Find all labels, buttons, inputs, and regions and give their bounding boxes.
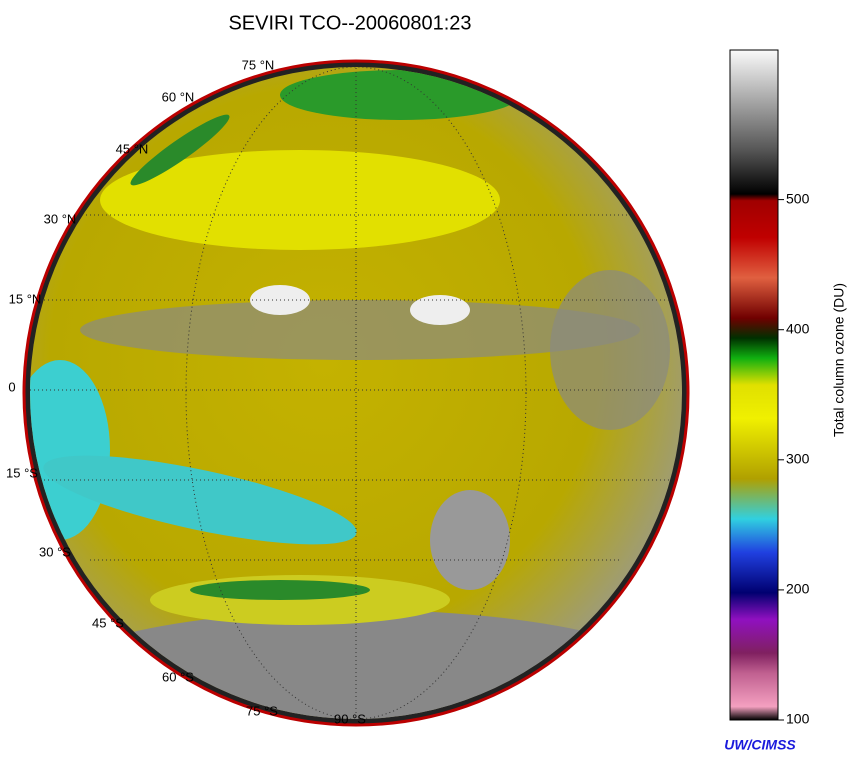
colorbar-tick-label: 200: [786, 581, 810, 597]
latitude-label: 75 °S: [246, 703, 278, 718]
latitude-label: 0: [8, 379, 15, 394]
title: SEVIRI TCO--20060801:23: [228, 12, 471, 34]
colorbar-tick-label: 400: [786, 320, 810, 336]
latitude-label: 15 °S: [6, 465, 38, 480]
latitude-label: 75 °N: [242, 57, 275, 72]
latitude-label: 15 °N: [9, 291, 42, 306]
latitude-label: 60 °S: [162, 669, 194, 684]
latitude-label: 45 °N: [116, 141, 149, 156]
latitude-label: 30 °N: [44, 211, 77, 226]
latitude-label: 90 °S: [334, 711, 366, 726]
latitude-label: 30 °S: [39, 544, 71, 559]
credit: UW/CIMSS: [724, 737, 796, 753]
colorbar-tick-label: 300: [786, 451, 810, 467]
globe: [22, 59, 690, 727]
colorbar-label: Total column ozone (DU): [831, 283, 847, 437]
latitude-label: 60 °N: [162, 89, 195, 104]
colorbar-tick-label: 100: [786, 711, 810, 727]
colorbar-tick-label: 500: [786, 190, 810, 206]
latitude-label: 45 °S: [92, 615, 124, 630]
colorbar: [729, 49, 779, 721]
